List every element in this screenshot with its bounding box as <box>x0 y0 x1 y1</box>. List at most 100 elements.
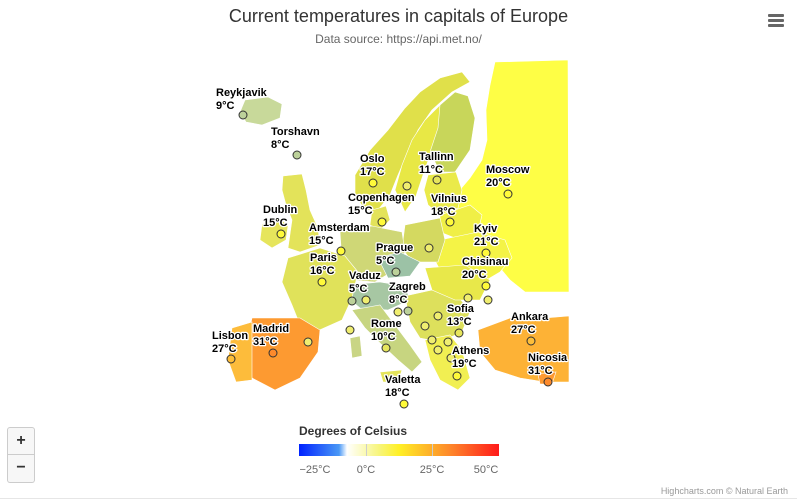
city-temp-label: 31°C <box>253 336 278 348</box>
legend-color-bar <box>299 444 499 456</box>
capital-marker[interactable] <box>483 295 493 305</box>
city-marker-madrid[interactable] <box>268 348 278 358</box>
legend-label-max: 50°C <box>473 464 499 476</box>
city-marker-dublin[interactable] <box>276 229 286 239</box>
hamburger-menu-icon[interactable] <box>764 10 788 32</box>
city-name-label: Athens <box>452 345 489 357</box>
city-marker-valetta[interactable] <box>399 399 409 409</box>
city-name-label: Kyiv <box>474 223 498 235</box>
city-name-label: Reykjavik <box>216 87 268 99</box>
city-name-label: Vaduz <box>349 270 381 282</box>
city-temp-label: 13°C <box>447 316 472 328</box>
city-temp-label: 27°C <box>511 324 536 336</box>
region-czech <box>377 251 421 279</box>
zoom-in-button[interactable]: + <box>7 427 35 455</box>
city-name-label: Ankara <box>511 311 549 323</box>
city-temp-label: 27°C <box>212 343 237 355</box>
city-temp-label: 8°C <box>271 139 290 151</box>
city-marker-tallinn[interactable] <box>432 175 442 185</box>
legend-tick <box>432 444 433 456</box>
capital-marker[interactable] <box>420 321 430 331</box>
city-marker-vaduz[interactable] <box>347 296 357 306</box>
city-marker-zagreb[interactable] <box>403 306 413 316</box>
city-marker-reykjavik[interactable] <box>238 110 248 120</box>
city-name-label: Copenhagen <box>348 192 415 204</box>
city-name-label: Prague <box>376 242 413 254</box>
city-name-label: Tallinn <box>419 151 454 163</box>
city-marker-chisinau[interactable] <box>481 281 491 291</box>
region-uk <box>281 173 321 253</box>
city-temp-label: 5°C <box>349 283 368 295</box>
capital-marker[interactable] <box>443 337 453 347</box>
city-name-label: Paris <box>310 252 337 264</box>
credits-link[interactable]: Highcharts.com © Natural Earth <box>660 486 788 496</box>
capital-marker[interactable] <box>427 335 437 345</box>
city-marker-copenhagen[interactable] <box>377 217 387 227</box>
city-marker-torshavn[interactable] <box>292 150 302 160</box>
city-name-label: Dublin <box>263 204 297 216</box>
region-france <box>281 247 359 333</box>
region-sicily <box>379 369 403 383</box>
city-marker-ankara[interactable] <box>526 336 536 346</box>
city-temp-label: 16°C <box>310 265 335 277</box>
capital-marker[interactable] <box>424 243 434 253</box>
legend-title: Degrees of Celsius <box>299 424 408 438</box>
city-marker-kyiv[interactable] <box>481 248 491 258</box>
city-temp-label: 19°C <box>452 358 477 370</box>
capital-marker[interactable] <box>345 325 355 335</box>
city-name-label: Madrid <box>253 323 289 335</box>
city-marker-lisbon[interactable] <box>226 354 236 364</box>
capital-marker[interactable] <box>433 311 443 321</box>
city-name-label: Amsterdam <box>309 222 370 234</box>
city-temp-label: 20°C <box>486 177 511 189</box>
capital-marker[interactable] <box>402 181 412 191</box>
city-marker-nicosia[interactable] <box>543 377 553 387</box>
region-italy <box>351 304 423 373</box>
city-name-label: Rome <box>371 318 402 330</box>
capital-marker[interactable] <box>433 345 443 355</box>
city-marker-amsterdam[interactable] <box>336 246 346 256</box>
city-marker-moscow[interactable] <box>503 189 513 199</box>
capital-marker[interactable] <box>393 307 403 317</box>
city-marker-oslo[interactable] <box>368 178 378 188</box>
city-temp-label: 18°C <box>385 387 410 399</box>
city-temp-label: 18°C <box>431 206 456 218</box>
city-temp-label: 9°C <box>216 100 235 112</box>
chart-title: Current temperatures in capitals of Euro… <box>228 6 569 26</box>
city-temp-label: 8°C <box>389 294 408 306</box>
city-name-label: Moscow <box>486 164 530 176</box>
city-name-label: Oslo <box>360 153 385 165</box>
city-marker-paris[interactable] <box>317 277 327 287</box>
zoom-out-button[interactable]: − <box>7 455 35 483</box>
city-marker-vilnius[interactable] <box>445 217 455 227</box>
region-romania <box>424 264 491 301</box>
capital-marker[interactable] <box>303 337 313 347</box>
region-iceland <box>239 96 283 126</box>
city-temp-label: 5°C <box>376 255 395 267</box>
capital-marker[interactable] <box>361 295 371 305</box>
city-name-label: Zagreb <box>389 281 426 293</box>
city-temp-label: 17°C <box>360 166 385 178</box>
legend-label-zero: 0°C <box>356 464 376 476</box>
city-name-label: Vilnius <box>431 193 467 205</box>
city-temp-label: 15°C <box>263 217 288 229</box>
city-marker-rome[interactable] <box>381 343 391 353</box>
capital-marker[interactable] <box>463 293 473 303</box>
bottom-divider <box>0 498 797 499</box>
region-turkey <box>477 315 570 383</box>
capital-marker[interactable] <box>446 353 456 363</box>
city-name-label: Lisbon <box>212 330 248 342</box>
city-marker-sofia[interactable] <box>454 328 464 338</box>
region-poland <box>401 217 446 263</box>
city-temp-label: 31°C <box>528 365 553 377</box>
city-temp-label: 15°C <box>348 205 373 217</box>
region-ireland <box>259 217 289 249</box>
city-temp-label: 10°C <box>371 331 396 343</box>
city-marker-prague[interactable] <box>391 267 401 277</box>
legend-tick <box>366 444 367 456</box>
city-markers: Reykjavik9°CTorshavn8°COslo17°CTallinn11… <box>211 86 569 409</box>
city-marker-athens[interactable] <box>452 371 462 381</box>
city-name-label: Chisinau <box>462 256 508 268</box>
city-temp-label: 20°C <box>462 269 487 281</box>
